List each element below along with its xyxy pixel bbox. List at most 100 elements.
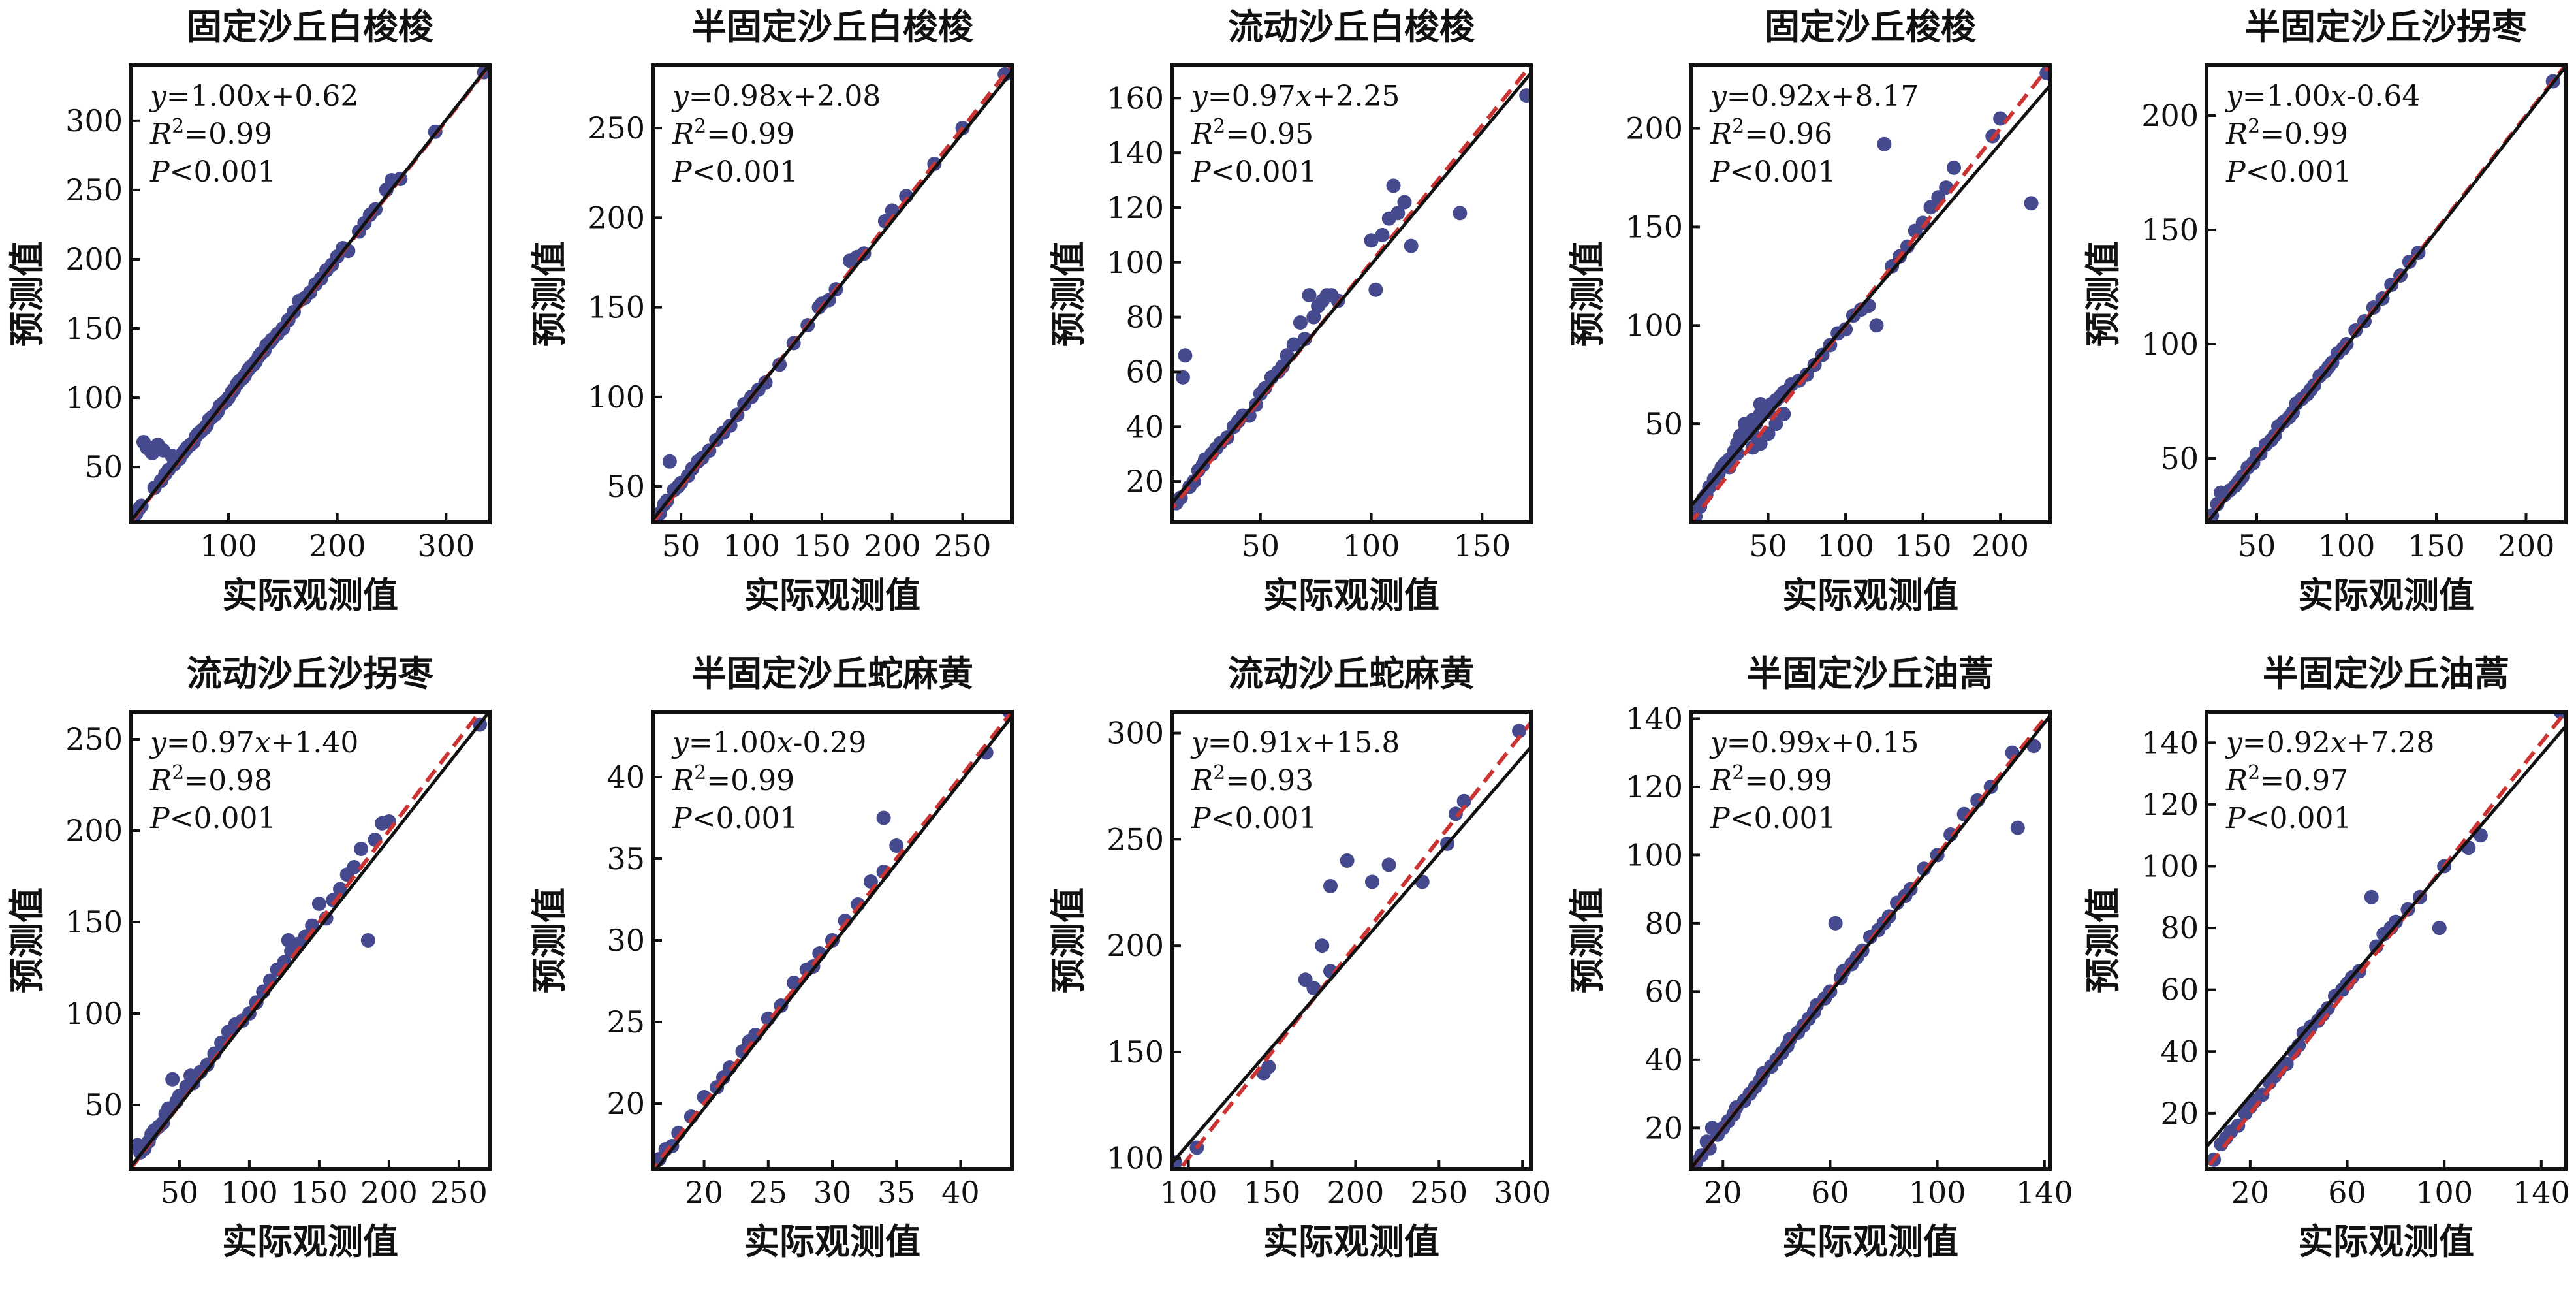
y-axis-label: 预测值	[2082, 887, 2124, 993]
y-axis-label: 预测值	[6, 241, 48, 347]
one-to-one-line	[131, 712, 482, 1169]
y-tick-label: 40	[1125, 409, 1164, 444]
axes-frame	[129, 710, 492, 1171]
x-axis-label: 实际观测值	[744, 574, 920, 616]
stat-annotation: P<0.001	[1191, 802, 1317, 835]
chart-panel: 半固定沙丘沙拐枣 50 100 150 200 50 100 150 200 实际观测值 预测值 y=…	[2082, 6, 2568, 616]
data-point	[1923, 200, 1938, 215]
data-point	[1175, 370, 1190, 385]
stat-annotation: R2=0.99	[1710, 761, 1832, 798]
y-tick-label: 140	[1107, 135, 1164, 170]
y-tick-label: 20	[1644, 1110, 1683, 1145]
y-tick-label: 25	[606, 1004, 645, 1040]
x-tick-label: 60	[1811, 1175, 1849, 1210]
stat-annotation: R2=0.99	[672, 115, 794, 151]
y-axis-label: 预测值	[2082, 241, 2124, 347]
data-point	[1364, 233, 1379, 248]
x-tick-label: 50	[1749, 528, 1787, 564]
axes-frame	[651, 63, 1014, 524]
fit-line	[653, 71, 1012, 521]
x-tick-label: 100	[1343, 528, 1400, 564]
y-tick-label: 150	[1626, 209, 1683, 244]
x-tick-label: 50	[161, 1175, 199, 1210]
x-axis-label: 实际观测值	[1263, 1220, 1439, 1262]
fit-line	[1691, 715, 2050, 1169]
data-point	[2432, 921, 2447, 936]
chart-title: 流动沙丘蛇麻黄	[1228, 652, 1475, 694]
data-point	[1306, 310, 1321, 325]
x-tick-label: 150	[2408, 528, 2465, 564]
data-point	[662, 454, 677, 469]
x-tick-label: 30	[813, 1175, 852, 1210]
y-tick-label: 60	[2160, 972, 2199, 1008]
x-tick-label: 100	[1909, 1175, 1966, 1210]
data-point	[1448, 806, 1463, 821]
chart-panel: 半固定沙丘白梭梭 50 100 150 200 250 50 100 150 200 250 实际观测…	[528, 6, 1014, 616]
stat-annotation: y=0.92x+8.17	[1709, 80, 1919, 113]
y-tick-label: 150	[65, 311, 123, 346]
y-tick-label: 200	[2141, 98, 2199, 133]
y-tick-label: 80	[1125, 300, 1164, 335]
chart-title: 固定沙丘白梭梭	[187, 6, 433, 48]
x-tick-label: 100	[723, 528, 780, 564]
y-tick-label: 200	[65, 242, 123, 277]
x-tick-label: 150	[291, 1175, 348, 1210]
x-tick-label: 150	[1453, 528, 1511, 564]
data-point	[1306, 981, 1321, 996]
x-tick-label: 150	[1894, 528, 1952, 564]
axes-frame	[1689, 63, 2052, 524]
y-tick-label: 300	[1107, 716, 1164, 751]
y-tick-label: 60	[1125, 354, 1164, 389]
x-tick-label: 25	[749, 1175, 788, 1210]
y-tick-label: 200	[1626, 111, 1683, 146]
x-tick-label: 250	[430, 1175, 488, 1210]
x-tick-label: 150	[1244, 1175, 1301, 1210]
fit-line	[1691, 84, 2050, 507]
stat-annotation: y=0.91x+15.8	[1190, 726, 1400, 759]
y-tick-label: 50	[84, 1087, 123, 1123]
chart-panel: 流动沙丘蛇麻黄 100 150 200 250 300 100 150 200 250 300 实际观…	[1047, 652, 1551, 1262]
x-tick-label: 100	[1160, 1175, 1217, 1210]
y-tick-label: 200	[65, 813, 123, 848]
y-tick-label: 50	[1644, 406, 1683, 441]
y-tick-label: 200	[588, 200, 645, 235]
y-tick-label: 100	[65, 380, 123, 415]
data-point	[1404, 238, 1419, 253]
y-tick-label: 50	[84, 449, 123, 485]
stat-annotation: y=1.00x+0.62	[149, 80, 358, 113]
x-tick-label: 300	[1494, 1175, 1551, 1210]
data-point	[1877, 136, 1892, 151]
x-tick-label: 200	[309, 528, 366, 564]
data-point	[1737, 417, 1752, 432]
data-point	[1753, 396, 1768, 411]
data-point	[1323, 878, 1338, 893]
chart-panel: 固定沙丘白梭梭 100 200 300 50 100 150 200 250 300 实际观测值 预测…	[6, 6, 492, 616]
x-axis-label: 实际观测值	[1782, 1220, 1958, 1262]
chart-panel: 固定沙丘梭梭 50 100 150 200 50 100 150 200 实际观测值 预测值 y=0.…	[1566, 6, 2052, 616]
y-tick-label: 200	[1107, 928, 1164, 963]
y-tick-label: 120	[1107, 190, 1164, 225]
y-tick-label: 20	[1125, 464, 1164, 499]
data-point	[1340, 853, 1355, 868]
y-tick-label: 100	[65, 996, 123, 1031]
data-point	[1315, 938, 1330, 953]
one-to-one-line	[653, 712, 1012, 1169]
x-tick-label: 40	[941, 1175, 980, 1210]
chart-title: 流动沙丘白梭梭	[1228, 6, 1475, 48]
stat-annotation: R2=0.97	[2225, 761, 2348, 798]
data-point	[1286, 337, 1301, 352]
chart-title: 半固定沙丘油蒿	[1747, 652, 1994, 694]
data-point	[354, 842, 369, 856]
stat-annotation: P<0.001	[1710, 802, 1836, 835]
chart-panel: 流动沙丘白梭梭 50 100 150 20 40 60 80 100 120 140 160 实际观测值…	[1047, 6, 1533, 616]
data-point	[2024, 196, 2039, 211]
stat-annotation: P<0.001	[1710, 155, 1836, 189]
x-tick-label: 200	[864, 528, 921, 564]
stat-annotation: R2=0.99	[149, 115, 272, 151]
y-tick-label: 120	[1626, 769, 1683, 805]
stat-annotation: P<0.001	[2225, 155, 2351, 189]
y-tick-label: 40	[1644, 1042, 1683, 1077]
stat-annotation: y=0.92x+7.28	[2225, 726, 2434, 759]
y-tick-label: 100	[2141, 848, 2199, 884]
